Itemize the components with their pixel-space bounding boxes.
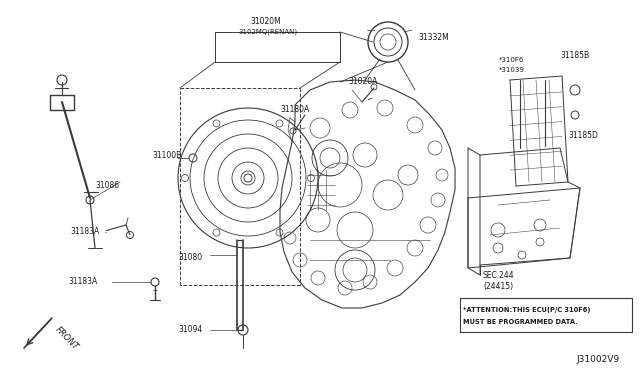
- Text: 31094: 31094: [178, 326, 202, 334]
- Text: 31100B: 31100B: [152, 151, 181, 160]
- Text: 31086: 31086: [95, 180, 119, 189]
- Text: 31080: 31080: [178, 253, 202, 263]
- Text: 3102MQ(RENAN): 3102MQ(RENAN): [238, 29, 297, 35]
- Text: 31180A: 31180A: [280, 106, 309, 115]
- Text: 31020A: 31020A: [348, 77, 378, 87]
- Text: 31185D: 31185D: [568, 131, 598, 140]
- Text: 31183A: 31183A: [68, 278, 97, 286]
- Text: 31183A: 31183A: [70, 228, 99, 237]
- Text: 31020M: 31020M: [250, 17, 281, 26]
- Text: J31002V9: J31002V9: [577, 356, 620, 365]
- Text: *310F6: *310F6: [499, 57, 524, 63]
- Text: 31332M: 31332M: [418, 33, 449, 42]
- Text: (24415): (24415): [483, 282, 513, 291]
- Text: SEC.244: SEC.244: [482, 272, 514, 280]
- Text: MUST BE PROGRAMMED DATA.: MUST BE PROGRAMMED DATA.: [463, 319, 578, 325]
- Text: *ATTENTION:THIS ECU(P/C 310F6): *ATTENTION:THIS ECU(P/C 310F6): [463, 307, 591, 313]
- Text: FRONT: FRONT: [54, 325, 81, 352]
- Text: *31039: *31039: [499, 67, 525, 73]
- Text: 31185B: 31185B: [560, 51, 589, 60]
